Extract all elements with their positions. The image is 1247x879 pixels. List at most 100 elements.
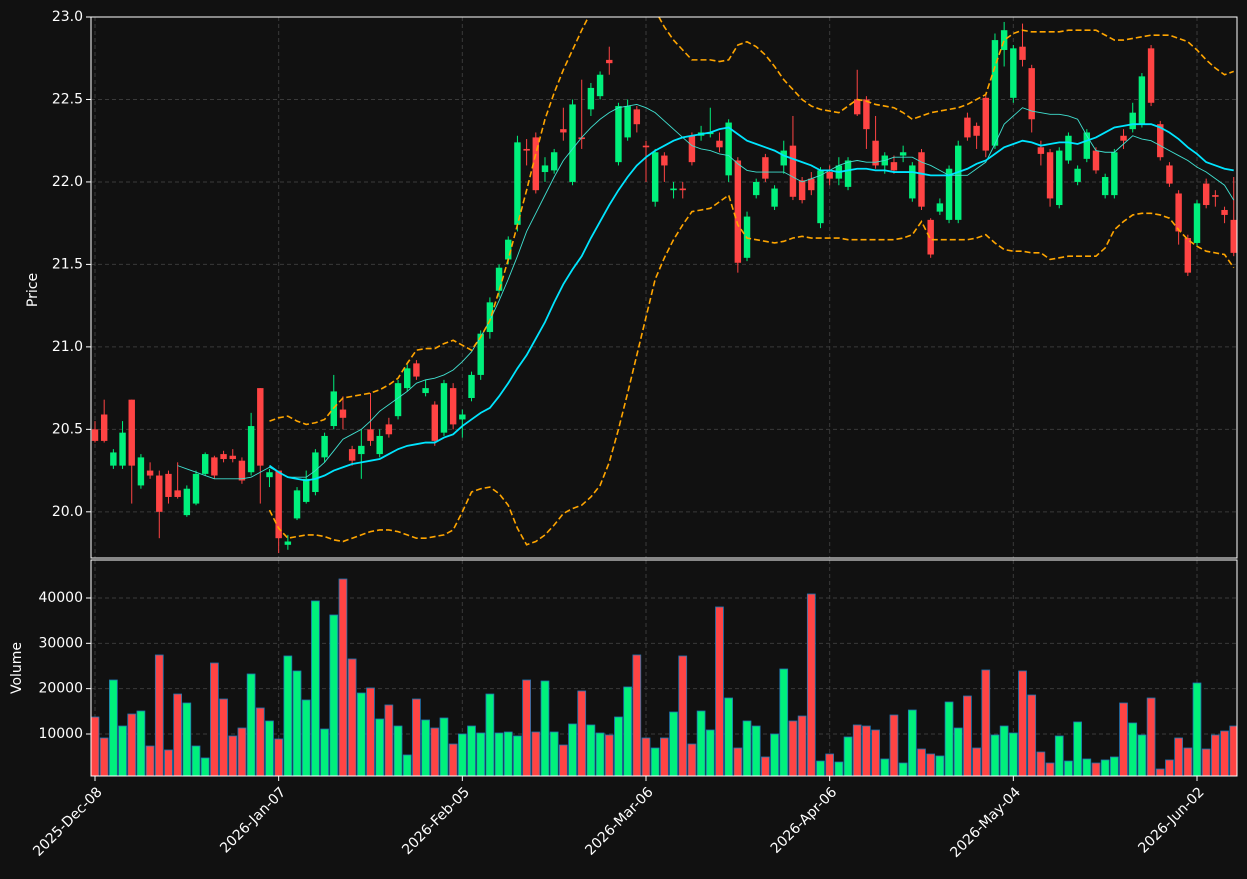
candle-body <box>991 40 999 146</box>
volume-bar <box>1137 734 1147 776</box>
candle-body <box>404 368 411 389</box>
candle-body <box>238 460 246 481</box>
candle-body <box>624 106 631 138</box>
volume-bar <box>715 606 724 776</box>
candle-body <box>752 181 760 196</box>
volume-bar <box>751 725 761 776</box>
candle-body <box>440 383 448 433</box>
candle-body <box>1092 150 1100 171</box>
volume-bar <box>1155 768 1165 776</box>
volume-bar <box>559 744 568 776</box>
candle-body <box>1046 152 1054 199</box>
volume-bar <box>990 734 1000 776</box>
candle-body <box>964 117 971 138</box>
volume-bar <box>1054 735 1064 776</box>
candle-body <box>826 172 833 179</box>
candle-body <box>431 404 438 441</box>
volume-bar <box>1110 756 1119 776</box>
volume-bar <box>806 593 816 776</box>
volume-bar <box>219 698 228 776</box>
candle-body <box>1212 195 1219 197</box>
candle-body <box>1065 135 1072 161</box>
volume-bar <box>320 728 329 776</box>
candle-body <box>945 168 953 220</box>
candle-body <box>569 104 576 182</box>
candle-body <box>789 145 797 197</box>
candle-body <box>955 145 962 220</box>
candle-body <box>128 399 135 466</box>
volume-bar <box>1119 702 1128 776</box>
volume-bar <box>1183 747 1193 776</box>
volume-bar <box>1211 734 1220 776</box>
volume-bar <box>1064 760 1073 776</box>
candle-body <box>679 188 686 191</box>
volume-bar <box>1027 694 1037 776</box>
volume-bar <box>614 716 623 776</box>
candle-body <box>725 122 732 176</box>
volume-bar <box>1091 762 1101 776</box>
volume-bar <box>384 704 394 776</box>
candle-body <box>1037 147 1045 154</box>
candle-body <box>1193 203 1201 243</box>
volume-bar <box>1192 682 1202 776</box>
candle-body <box>844 160 852 187</box>
y-tick-label: 20.0 <box>52 504 83 520</box>
volume-bar <box>623 686 632 776</box>
axes-frame <box>90 16 1238 559</box>
candle-body <box>1028 68 1035 120</box>
y-tick-label: 22.5 <box>52 91 83 107</box>
candle-body <box>587 87 595 110</box>
volume-bar <box>164 749 173 776</box>
volume-bar <box>1174 737 1183 776</box>
volume-bar <box>944 701 954 776</box>
candle-body <box>1184 238 1192 273</box>
candle-body <box>321 435 328 458</box>
volume-bar <box>595 732 605 776</box>
candle-body <box>1175 193 1182 232</box>
volume-bar <box>641 737 651 776</box>
candle-body <box>606 59 613 64</box>
y-tick-label: 20000 <box>38 681 83 697</box>
volume-bar <box>522 679 531 776</box>
candle-body <box>560 129 567 133</box>
volume-bar <box>981 669 991 776</box>
volume-bar <box>779 668 789 776</box>
y-axis-label: Price <box>25 273 41 307</box>
y-tick-label: 21.0 <box>52 339 83 355</box>
volume-bar <box>118 725 127 776</box>
volume-bar <box>402 754 412 776</box>
volume-bar <box>926 753 936 776</box>
volume-bar <box>301 699 311 776</box>
volume-bar <box>733 747 743 776</box>
candle-body <box>477 333 484 375</box>
candle-body <box>1129 112 1136 130</box>
candle-body <box>257 388 264 466</box>
candle-body <box>156 475 163 512</box>
volume-bar <box>91 716 100 776</box>
volume-bar <box>1036 751 1046 776</box>
volume-bar <box>1008 732 1018 776</box>
volume-bar <box>448 743 458 776</box>
candle-body <box>762 157 769 179</box>
candle-body <box>1147 48 1155 103</box>
candle-body <box>505 239 512 260</box>
candle-body <box>1056 150 1063 206</box>
candle-body <box>863 99 870 130</box>
candle-body <box>909 165 916 199</box>
candle-body <box>1101 176 1109 196</box>
candle-body <box>1138 76 1146 125</box>
volume-bar <box>568 723 577 776</box>
candle-body <box>927 219 934 255</box>
candle-body <box>394 383 402 417</box>
volume-bar <box>761 756 770 776</box>
volume-bar <box>742 720 752 776</box>
volume-bar <box>825 753 835 776</box>
volume-bar <box>1073 721 1082 776</box>
volume-bar <box>531 731 541 776</box>
volume-bar <box>797 715 807 776</box>
volume-bar <box>1220 730 1229 776</box>
volume-bar <box>210 662 219 776</box>
y-axis-label: Volume <box>9 642 25 694</box>
volume-bar <box>1146 697 1156 776</box>
candle-body <box>468 374 475 399</box>
